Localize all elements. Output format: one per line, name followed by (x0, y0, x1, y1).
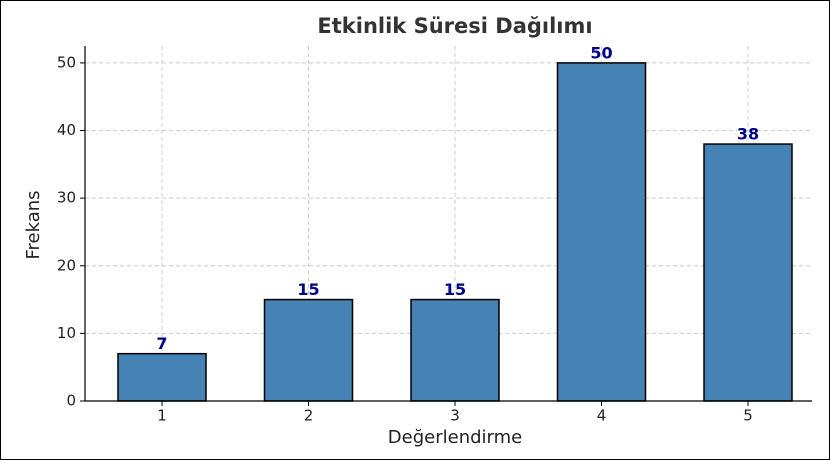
y-tick-label: 10 (57, 324, 76, 342)
data-label: 15 (444, 280, 466, 299)
y-tick-label: 20 (57, 256, 76, 274)
y-axis-label: Frekans (23, 190, 44, 259)
y-tick-label: 0 (66, 392, 76, 410)
y-tick-label: 50 (57, 53, 76, 71)
bars: 7 15 15 50 38 (117, 43, 793, 402)
x-tick-label: 1 (157, 407, 167, 425)
bar (410, 298, 500, 402)
x-tick-label: 2 (304, 407, 314, 425)
x-tick-label: 3 (450, 407, 460, 425)
bar (703, 143, 793, 402)
data-label: 15 (297, 280, 319, 299)
chart-title: Etkinlik Süresi Dağılımı (317, 14, 592, 38)
data-label: 38 (737, 125, 759, 144)
axes: 0 10 20 30 40 50 1 2 3 4 5 (57, 46, 812, 425)
data-label: 50 (590, 43, 612, 62)
x-tick-label: 5 (743, 407, 753, 425)
x-tick-label: 4 (597, 407, 607, 425)
y-tick-label: 40 (57, 121, 76, 139)
bar (556, 62, 647, 402)
x-axis-label: Değerlendirme (388, 427, 522, 448)
data-label: 7 (156, 334, 167, 353)
bar (263, 298, 354, 402)
bar (117, 352, 207, 402)
y-tick-label: 30 (57, 189, 76, 207)
